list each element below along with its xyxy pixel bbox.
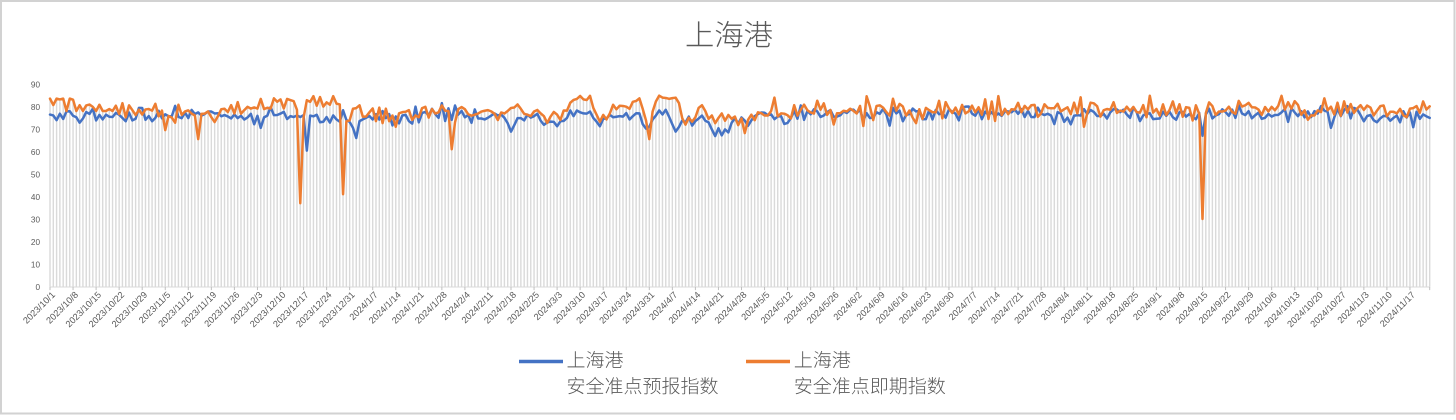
svg-text:40: 40: [31, 193, 41, 202]
svg-text:60: 60: [31, 148, 41, 157]
svg-text:0: 0: [35, 283, 40, 292]
svg-text:30: 30: [31, 215, 41, 224]
svg-text:70: 70: [31, 125, 41, 134]
svg-text:50: 50: [31, 170, 41, 179]
svg-text:80: 80: [31, 103, 41, 112]
svg-text:20: 20: [31, 238, 41, 247]
svg-text:90: 90: [31, 80, 41, 89]
svg-text:10: 10: [31, 260, 41, 269]
